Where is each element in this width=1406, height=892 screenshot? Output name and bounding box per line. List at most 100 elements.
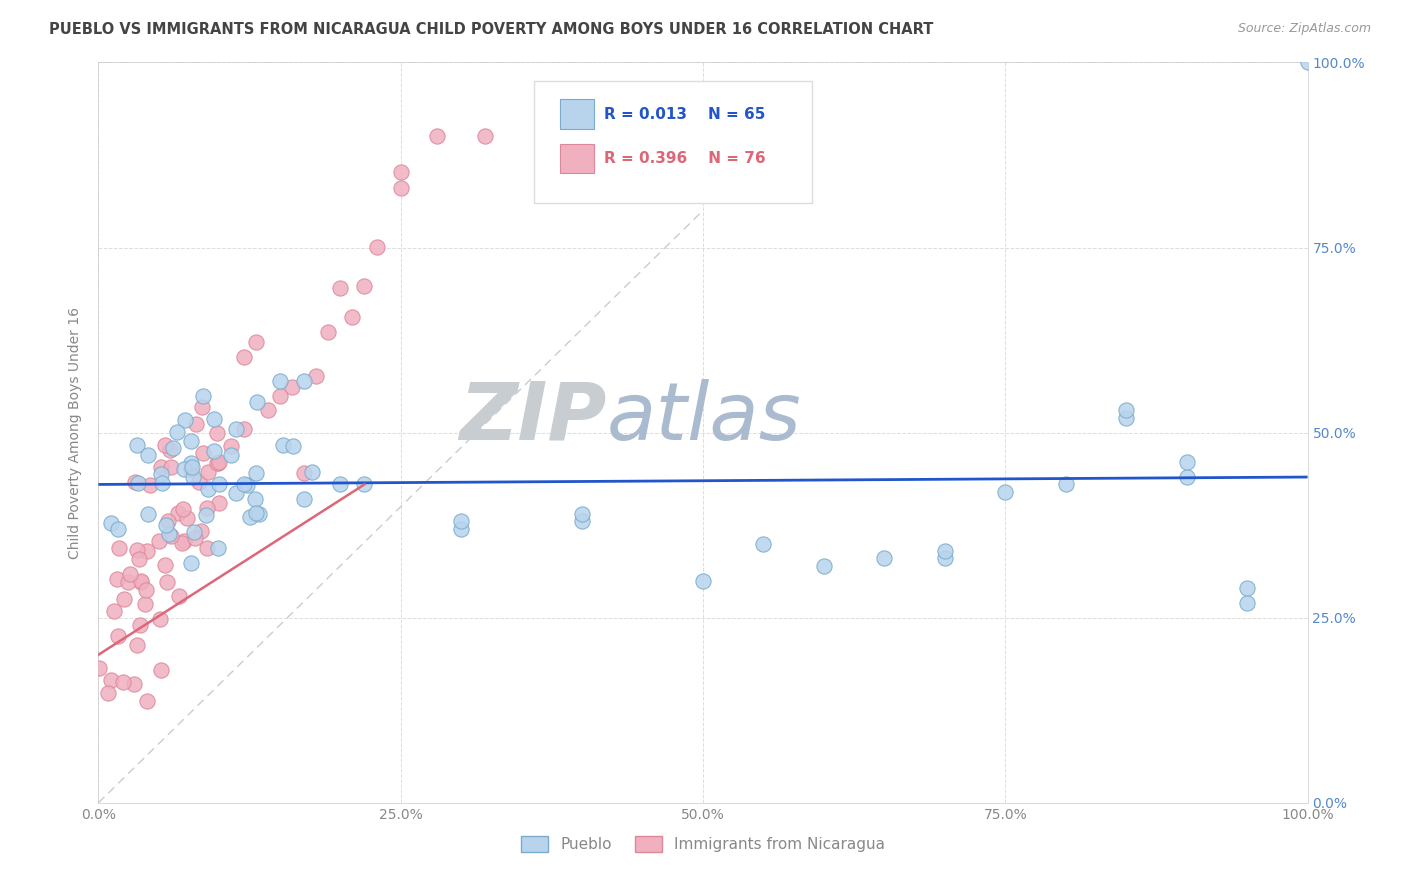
Y-axis label: Child Poverty Among Boys Under 16: Child Poverty Among Boys Under 16 [69, 307, 83, 558]
Point [245, 466, 267, 480]
Point [256, 402, 278, 417]
Point [129, 617, 152, 632]
Point [100, 516, 122, 530]
Point [1054, 477, 1077, 491]
Point [87, 661, 110, 675]
Text: PUEBLO VS IMMIGRANTS FROM NICARAGUA CHILD POVERTY AMONG BOYS UNDER 16 CORRELATIO: PUEBLO VS IMMIGRANTS FROM NICARAGUA CHIL… [49, 22, 934, 37]
Point [281, 380, 304, 394]
Point [134, 598, 156, 612]
Point [118, 567, 141, 582]
Point [159, 442, 181, 457]
Point [125, 638, 148, 652]
Point [353, 279, 375, 293]
Point [221, 448, 243, 462]
Point [181, 470, 204, 484]
Point [269, 389, 291, 403]
Point [155, 438, 177, 452]
Point [246, 394, 269, 409]
Point [174, 413, 197, 427]
Point [157, 514, 180, 528]
Point [571, 507, 593, 521]
Point [292, 492, 315, 507]
Point [129, 574, 152, 589]
Point [150, 663, 173, 677]
Point [202, 412, 225, 426]
Point [571, 129, 593, 144]
Point [103, 604, 125, 618]
Point [172, 502, 194, 516]
Point [1175, 455, 1198, 469]
Legend: Pueblo, Immigrants from Nicaragua: Pueblo, Immigrants from Nicaragua [515, 830, 891, 858]
Point [292, 466, 315, 480]
Point [301, 465, 323, 479]
Point [232, 477, 254, 491]
Point [125, 438, 148, 452]
Point [180, 556, 202, 570]
Point [108, 541, 131, 555]
Point [191, 389, 214, 403]
Point [208, 477, 231, 491]
Point [329, 477, 352, 491]
Point [236, 478, 259, 492]
Text: atlas: atlas [606, 379, 801, 457]
Text: ZIP: ZIP [458, 379, 606, 457]
Point [157, 526, 180, 541]
Point [426, 129, 449, 144]
Text: Source: ZipAtlas.com: Source: ZipAtlas.com [1237, 22, 1371, 36]
Point [208, 455, 231, 469]
Point [149, 467, 172, 481]
Point [934, 551, 956, 566]
Point [184, 417, 207, 431]
Point [245, 334, 267, 349]
Point [873, 551, 896, 566]
Text: R = 0.013    N = 65: R = 0.013 N = 65 [603, 107, 765, 122]
Point [160, 460, 183, 475]
Point [1115, 410, 1137, 425]
Point [1296, 55, 1319, 70]
Point [342, 310, 364, 324]
Point [197, 541, 219, 556]
Point [127, 543, 149, 558]
Point [571, 515, 593, 529]
Point [136, 508, 159, 522]
Point [207, 456, 229, 470]
Point [105, 572, 128, 586]
Point [190, 524, 212, 538]
Point [97, 686, 120, 700]
Point [187, 475, 209, 489]
Point [167, 506, 190, 520]
Point [155, 558, 177, 572]
Point [1236, 596, 1258, 610]
Point [1236, 581, 1258, 595]
Point [184, 532, 207, 546]
Point [225, 422, 247, 436]
Point [389, 164, 412, 178]
Point [180, 462, 202, 476]
FancyBboxPatch shape [534, 81, 811, 203]
Point [180, 434, 202, 449]
Point [225, 486, 247, 500]
Point [191, 446, 214, 460]
Point [292, 374, 315, 388]
Point [112, 674, 135, 689]
Point [316, 325, 339, 339]
Point [232, 350, 254, 364]
FancyBboxPatch shape [561, 144, 595, 173]
Point [474, 129, 496, 144]
Point [994, 484, 1017, 499]
Point [107, 629, 129, 643]
Point [329, 281, 352, 295]
Point [232, 421, 254, 435]
Point [692, 574, 714, 588]
Point [170, 535, 193, 549]
Point [117, 575, 139, 590]
Point [156, 574, 179, 589]
Point [135, 694, 157, 708]
Point [271, 438, 294, 452]
Point [166, 425, 188, 439]
Point [1115, 403, 1137, 417]
Point [135, 544, 157, 558]
Point [150, 475, 173, 490]
Point [207, 426, 229, 441]
Point [269, 374, 291, 388]
